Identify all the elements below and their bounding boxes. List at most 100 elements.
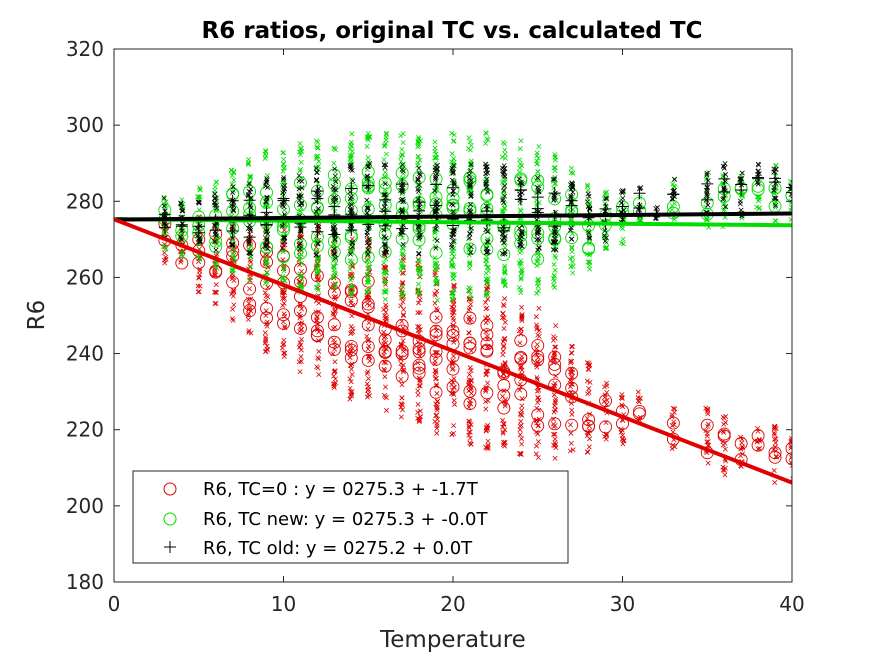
scatter-point: [534, 341, 540, 347]
scatter-point: [331, 369, 337, 375]
scatter-point: [722, 446, 728, 452]
y-tick-label: 260: [66, 265, 104, 289]
scatter-point: [315, 255, 321, 261]
scatter-point: [383, 131, 389, 137]
scatter-point: [299, 306, 305, 312]
scatter-point: [348, 153, 354, 159]
scatter-point: [382, 394, 388, 400]
scatter-point: [265, 231, 271, 237]
scatter-point: [551, 424, 557, 430]
scatter-point: [722, 472, 728, 478]
scatter-point: [315, 139, 321, 145]
scatter-point: [551, 409, 557, 415]
scatter-point: [398, 414, 404, 420]
scatter-point: [483, 406, 489, 412]
legend-label-tc-new: R6, TC new: y = 0275.3 + -0.0T: [203, 509, 488, 530]
scatter-point: [502, 269, 508, 275]
scatter-point: [517, 207, 523, 213]
scatter-point: [483, 385, 489, 391]
scatter-point: [347, 266, 353, 272]
scatter-point: [314, 317, 320, 323]
y-tick-label: 180: [66, 570, 104, 594]
scatter-point: [434, 279, 440, 285]
scatter-point: [568, 440, 574, 446]
scatter-point: [364, 134, 370, 140]
scatter-point: [247, 251, 253, 257]
mean-marker: [446, 362, 460, 376]
scatter-point: [180, 208, 186, 214]
scatter-point: [365, 384, 371, 390]
scatter-point: [297, 340, 303, 346]
scatter-point: [382, 313, 388, 319]
scatter-point: [635, 389, 641, 395]
scatter-point: [551, 334, 557, 340]
scatter-point: [248, 173, 254, 179]
scatter-point: [415, 324, 421, 330]
scatter-point: [230, 306, 236, 312]
scatter-point: [348, 139, 354, 145]
mean-marker: [751, 429, 765, 443]
scatter-point: [364, 290, 370, 296]
scatter-point: [214, 290, 219, 296]
scatter-point: [229, 274, 235, 280]
scatter-point: [364, 280, 370, 286]
scatter-point: [534, 388, 540, 394]
scatter-point: [214, 265, 220, 271]
scatter-point: [247, 173, 253, 179]
scatter-point: [432, 155, 438, 161]
scatter-point: [381, 260, 387, 266]
mean-marker: [666, 416, 680, 430]
mean-marker: [327, 343, 341, 356]
scatter-point: [348, 289, 354, 295]
scatter-point: [449, 151, 455, 157]
mean-marker: [734, 437, 748, 450]
scatter-point: [467, 372, 473, 378]
scatter-point: [247, 286, 253, 292]
scatter-point: [400, 299, 406, 305]
scatter-point: [331, 250, 337, 256]
scatter-point: [280, 249, 286, 255]
scatter-point: [364, 394, 370, 400]
scatter-point: [264, 179, 270, 185]
scatter-point: [551, 392, 557, 398]
scatter-point: [349, 185, 355, 191]
scatter-point: [432, 300, 438, 306]
scatter-point: [517, 340, 523, 346]
scatter-point: [466, 247, 472, 253]
scatter-point: [721, 429, 727, 435]
mean-marker: [361, 354, 375, 367]
scatter-point: [161, 257, 167, 263]
scatter-point: [262, 340, 268, 346]
scatter-point: [585, 184, 591, 189]
mean-marker: [785, 441, 792, 455]
scatter-point: [314, 276, 320, 282]
scatter-point: [721, 415, 727, 421]
scatter-point: [500, 208, 506, 213]
scatter-point: [382, 169, 388, 175]
scatter-point: [229, 224, 235, 230]
scatter-point: [771, 430, 777, 436]
scatter-point: [500, 362, 506, 368]
scatter-point: [333, 260, 339, 266]
scatter-point: [299, 261, 305, 267]
scatter-point: [534, 290, 540, 296]
scatter-point: [349, 284, 355, 290]
scatter-point: [398, 360, 404, 366]
x-tick-label: 40: [779, 592, 804, 616]
mean-marker: [768, 450, 782, 464]
scatter-point: [399, 292, 405, 298]
scatter-point: [383, 360, 389, 366]
scatter-point: [332, 314, 338, 320]
scatter-point: [534, 263, 540, 269]
scatter-point: [314, 256, 320, 262]
scatter-point: [449, 387, 455, 393]
mean-marker: [243, 282, 257, 296]
scatter-point: [670, 405, 676, 411]
mean-marker: [260, 302, 273, 315]
scatter-point: [485, 368, 491, 374]
scatter-point: [197, 272, 203, 278]
scatter-point: [501, 315, 507, 321]
scatter-point: [349, 167, 355, 173]
scatter-point: [332, 237, 338, 242]
